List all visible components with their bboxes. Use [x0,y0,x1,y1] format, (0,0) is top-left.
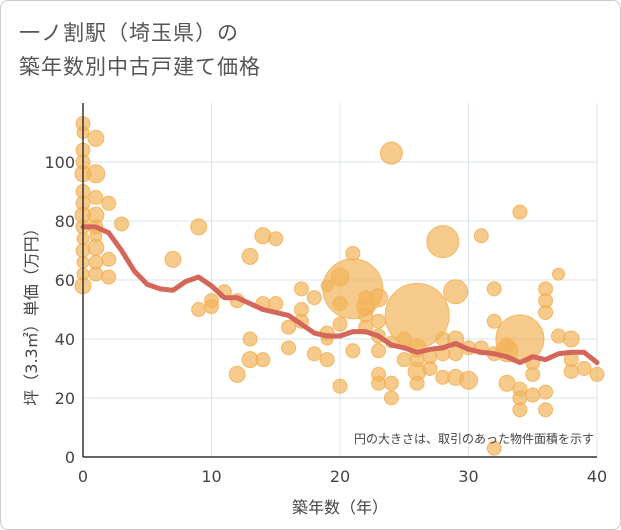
y-tick-label: 0 [65,448,75,467]
data-bubble [101,195,117,211]
data-bubble [204,299,219,315]
grid-lines [83,103,598,457]
data-bubble [448,346,464,362]
size-note: 円の大きさは、取引のあった物件面積を示す [354,431,594,446]
data-bubble [191,302,207,317]
data-bubble [383,375,399,391]
data-bubble [371,313,387,329]
x-tick-label: 10 [201,467,221,486]
x-tick-label: 40 [587,467,607,486]
data-bubble [525,387,541,403]
data-bubble [242,331,258,347]
data-bubble [486,313,502,329]
data-bubble [281,319,297,335]
y-axis-label: 坪（3.3㎡）単価（万円） [22,220,41,405]
data-bubble [371,343,387,359]
data-bubble [371,375,387,391]
data-bubble [551,267,565,281]
data-bubble [369,288,389,308]
data-bubble [473,228,489,244]
data-bubble [443,279,469,305]
data-bubble [538,402,554,418]
data-bubble [576,361,592,376]
trend-line [80,224,600,366]
data-bubble [164,250,182,268]
data-bubble [538,304,554,320]
data-bubble [88,266,104,282]
data-bubble [426,225,460,259]
data-bubble [512,204,528,220]
axes [82,103,597,458]
x-tick-label: 30 [458,467,478,486]
data-bubble [101,269,117,285]
data-bubble [190,218,208,236]
data-bubble [241,247,259,265]
data-bubble [422,361,438,376]
data-bubble [293,281,309,297]
data-bubble [525,366,541,382]
data-bubble [512,402,528,418]
data-bubble [101,251,117,267]
data-bubble [379,141,403,165]
y-tick-label: 100 [44,153,75,172]
y-tick-label: 20 [55,389,75,408]
chart-title-line-1: 一ノ割駅（埼玉県）の [19,21,239,45]
data-bubble [498,374,516,392]
tick-labels: 0 10 20 30 40 0 20 40 60 80 100 [44,153,607,486]
data-bubble [268,231,284,247]
data-bubble [345,343,361,359]
data-bubble [86,164,106,184]
y-tick-label: 40 [55,330,75,349]
data-bubble [87,129,105,147]
data-bubble [319,352,335,368]
data-bubble [254,227,272,245]
data-bubble [332,316,348,332]
data-bubble [114,216,130,232]
data-bubble [306,346,322,362]
x-tick-label: 0 [78,467,88,486]
data-bubble [255,352,271,368]
x-tick-label: 20 [330,467,350,486]
data-bubble [228,365,246,383]
y-tick-label: 80 [55,212,75,231]
data-bubble [486,440,502,456]
data-bubble [268,296,284,312]
data-bubble [409,375,425,391]
chart-title-line-2: 築年数別中古戸建て価格 [19,55,261,79]
data-bubble [88,189,104,205]
y-tick-label: 60 [55,271,75,290]
x-axis-label: 築年数（年） [292,498,388,517]
data-bubble [486,281,502,297]
data-bubble [87,239,105,257]
data-bubble [306,290,322,306]
data-bubble [383,390,399,406]
data-bubble [459,370,478,390]
data-bubble [538,384,554,400]
data-bubble [562,330,580,348]
data-bubble [589,366,605,382]
data-bubble [563,363,579,379]
data-bubble [332,378,348,394]
data-bubble [281,340,297,356]
data-bubble [396,352,412,368]
